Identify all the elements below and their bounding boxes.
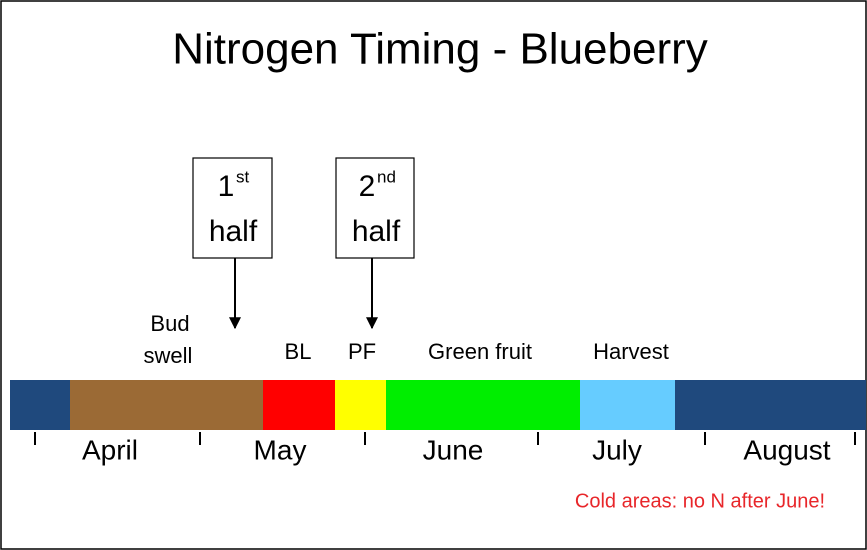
stage-label: BL: [285, 339, 312, 364]
month-label: August: [743, 434, 830, 465]
bar-segment: [335, 380, 386, 430]
month-label: May: [254, 434, 307, 465]
month-label: June: [423, 434, 484, 465]
month-label: July: [592, 434, 642, 465]
bar-segment: [263, 380, 335, 430]
box-suffix: st: [236, 167, 250, 186]
note: Cold areas: no N after June!: [575, 490, 825, 512]
box-word: half: [209, 215, 258, 248]
stage-label: PF: [348, 339, 376, 364]
box-number: 2: [359, 170, 376, 203]
title: Nitrogen Timing - Blueberry: [172, 25, 708, 74]
ticks: [34, 432, 856, 445]
bar-segment: [386, 380, 580, 430]
bar-segment: [10, 380, 70, 430]
stage-label: Harvest: [593, 339, 669, 364]
bar-segment: [675, 380, 866, 430]
stage-label: Green fruit: [428, 339, 532, 364]
stage-label: swell: [144, 343, 193, 368]
stage-label: Bud: [150, 311, 189, 336]
box: [335, 157, 415, 259]
box: [192, 157, 273, 259]
box-word: half: [352, 215, 401, 248]
box-suffix: nd: [377, 167, 396, 186]
box-number: 1: [218, 170, 235, 203]
month-label: April: [82, 434, 138, 465]
bar-segment: [580, 380, 675, 430]
bar-segment: [70, 380, 263, 430]
